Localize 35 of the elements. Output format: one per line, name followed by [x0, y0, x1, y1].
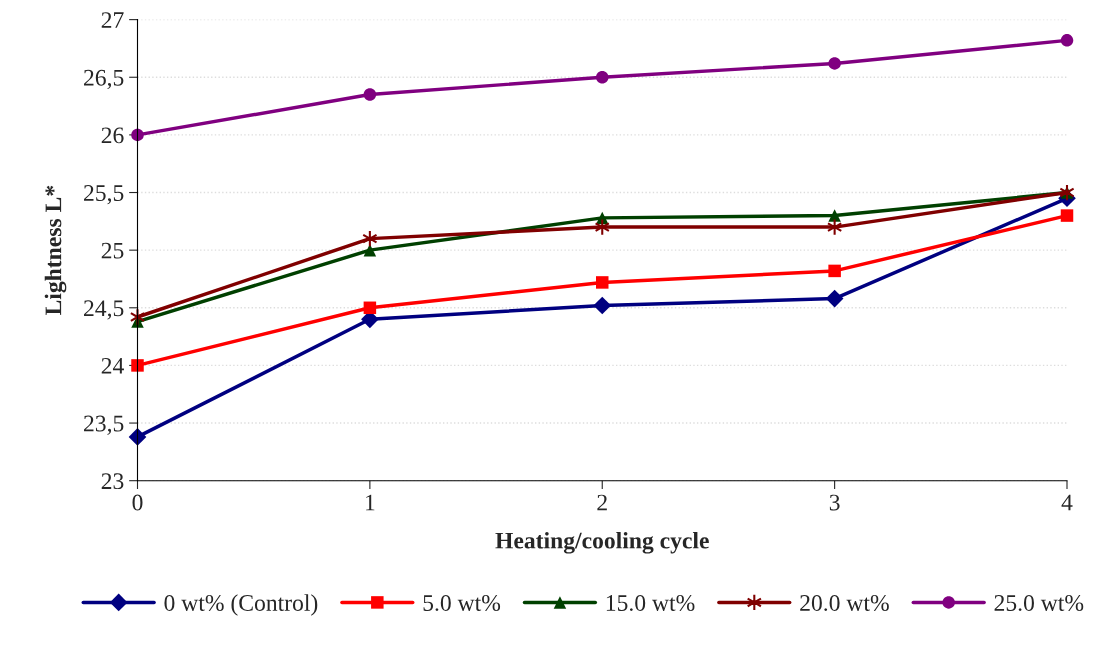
y-tick-label: 25 — [101, 242, 124, 259]
legend-label: 25.0 wt% — [994, 594, 1084, 612]
point — [363, 88, 377, 101]
y-tick-label: 25,5 — [84, 185, 124, 205]
point — [131, 359, 144, 372]
point — [128, 428, 147, 446]
x-tick-label: 3 — [829, 494, 840, 511]
point — [828, 209, 841, 222]
x-tick-label: 4 — [1061, 494, 1073, 511]
point — [593, 296, 612, 315]
y-tick-label: 24,5 — [84, 300, 124, 320]
y-tick-label: 26 — [101, 127, 124, 144]
y-tick-label: 27 — [101, 12, 124, 28]
legend-label: 0 wt% (Control) — [164, 594, 318, 616]
point — [1060, 209, 1074, 222]
point — [596, 71, 609, 84]
point — [1060, 34, 1074, 47]
legend-label: 20.0 wt% — [800, 594, 889, 612]
x-axis-title: Heating/cooling cycle — [495, 531, 709, 554]
point — [828, 57, 841, 70]
point — [825, 289, 844, 308]
legend-label: 15.0 wt% — [606, 594, 695, 612]
point — [363, 243, 377, 257]
y-axis-title: Lightness L* — [44, 185, 67, 316]
y-tick-label: 24 — [101, 357, 124, 374]
y-tick-label: 26,5 — [84, 69, 124, 90]
point — [363, 301, 377, 315]
legend-label: 5.0 wt% — [423, 594, 501, 612]
y-tick-label: 23 — [101, 473, 124, 490]
x-tick-label: 0 — [132, 494, 143, 511]
x-tick-label: 1 — [366, 494, 375, 511]
point — [828, 264, 841, 278]
x-tick-label: 2 — [597, 494, 607, 511]
y-tick-label: 23,5 — [84, 415, 124, 435]
point — [596, 276, 609, 289]
